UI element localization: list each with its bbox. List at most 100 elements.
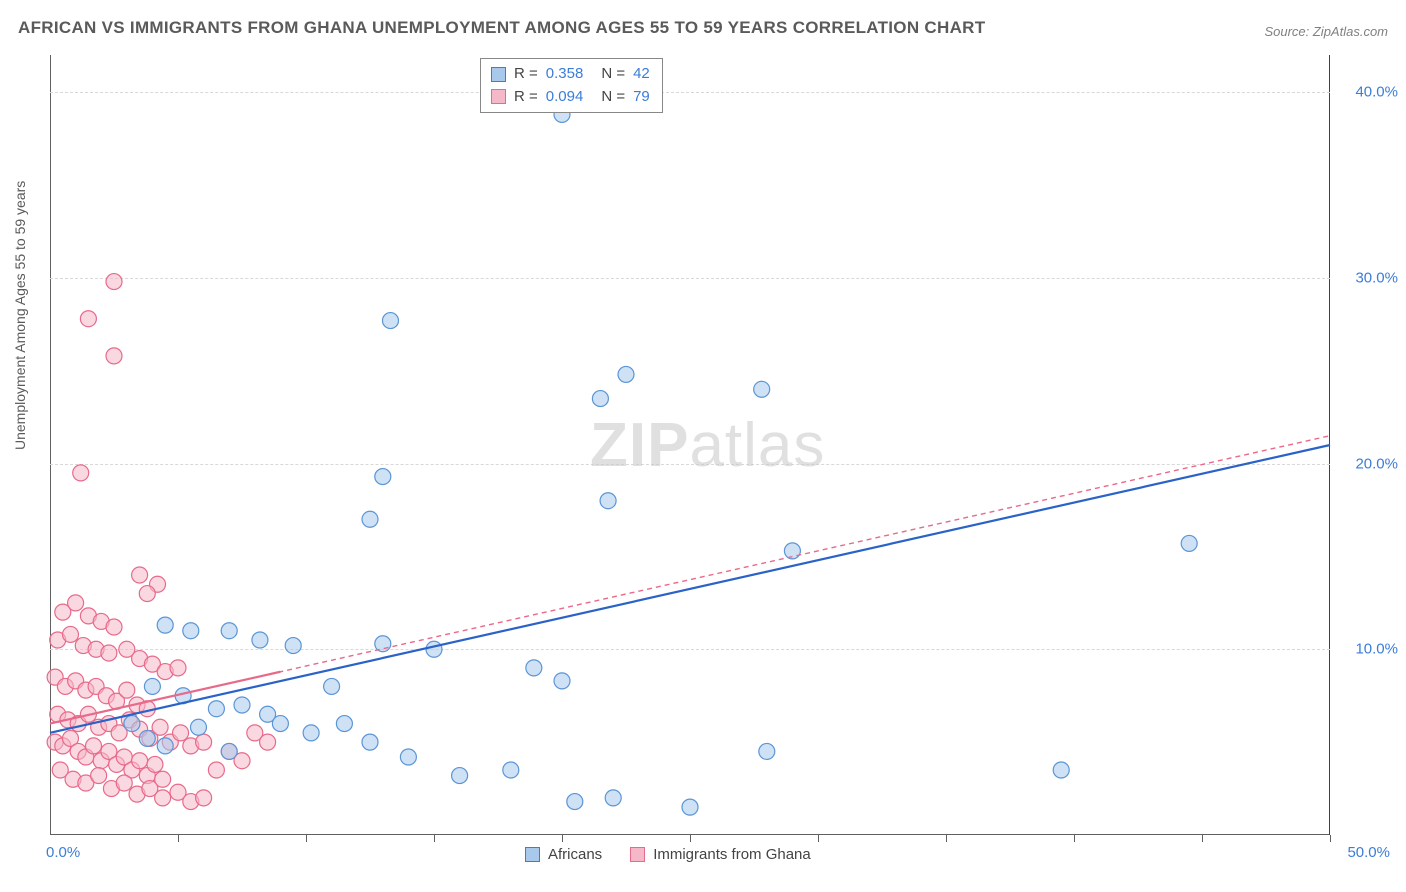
scatter-point bbox=[132, 567, 148, 583]
y-tick-label: 10.0% bbox=[1355, 641, 1398, 658]
y-tick-label: 40.0% bbox=[1355, 84, 1398, 101]
x-tick-mark bbox=[818, 835, 819, 842]
r-value-africans: 0.358 bbox=[546, 63, 584, 86]
scatter-point bbox=[452, 768, 468, 784]
scatter-point bbox=[682, 799, 698, 815]
scatter-point bbox=[183, 623, 199, 639]
source-attribution: Source: ZipAtlas.com bbox=[1264, 24, 1388, 39]
scatter-point bbox=[234, 697, 250, 713]
x-tick-max: 50.0% bbox=[1347, 844, 1390, 861]
n-value-africans: 42 bbox=[633, 63, 650, 86]
scatter-point bbox=[101, 645, 117, 661]
stats-row-ghana: R = 0.094 N = 79 bbox=[491, 86, 650, 109]
scatter-point bbox=[86, 738, 102, 754]
x-tick-mark bbox=[1330, 835, 1331, 842]
y-tick-label: 30.0% bbox=[1355, 269, 1398, 286]
legend-item-africans: Africans bbox=[525, 846, 602, 863]
scatter-point bbox=[272, 716, 288, 732]
r-label: R = bbox=[514, 86, 538, 109]
x-tick-mark bbox=[690, 835, 691, 842]
scatter-point bbox=[503, 762, 519, 778]
x-tick-mark bbox=[434, 835, 435, 842]
n-label: N = bbox=[601, 63, 625, 86]
n-value-ghana: 79 bbox=[633, 86, 650, 109]
swatch-blue-icon bbox=[525, 847, 540, 862]
scatter-point bbox=[285, 638, 301, 654]
scatter-point bbox=[155, 790, 171, 806]
scatter-point bbox=[260, 734, 276, 750]
scatter-point bbox=[190, 719, 206, 735]
scatter-point bbox=[139, 586, 155, 602]
scatter-point bbox=[80, 311, 96, 327]
scatter-point bbox=[600, 493, 616, 509]
scatter-point bbox=[208, 701, 224, 717]
scatter-point bbox=[106, 348, 122, 364]
scatter-point bbox=[382, 313, 398, 329]
scatter-point bbox=[106, 274, 122, 290]
y-axis-label: Unemployment Among Ages 55 to 59 years bbox=[12, 181, 28, 450]
swatch-pink-icon bbox=[491, 89, 506, 104]
stats-row-africans: R = 0.358 N = 42 bbox=[491, 63, 650, 86]
scatter-point bbox=[526, 660, 542, 676]
legend-item-ghana: Immigrants from Ghana bbox=[630, 846, 811, 863]
scatter-point bbox=[139, 730, 155, 746]
legend-label-ghana: Immigrants from Ghana bbox=[653, 846, 811, 863]
swatch-blue-icon bbox=[491, 67, 506, 82]
scatter-point bbox=[62, 626, 78, 642]
scatter-point bbox=[170, 660, 186, 676]
scatter-point bbox=[1181, 535, 1197, 551]
swatch-pink-icon bbox=[630, 847, 645, 862]
scatter-point bbox=[147, 756, 163, 772]
scatter-point bbox=[208, 762, 224, 778]
scatter-point bbox=[152, 719, 168, 735]
scatter-point bbox=[173, 725, 189, 741]
scatter-point bbox=[554, 673, 570, 689]
regression-line bbox=[50, 445, 1330, 733]
scatter-point bbox=[567, 794, 583, 810]
scatter-point bbox=[362, 511, 378, 527]
scatter-point bbox=[754, 381, 770, 397]
n-label: N = bbox=[601, 86, 625, 109]
scatter-point bbox=[68, 595, 84, 611]
stats-legend-box: R = 0.358 N = 42 R = 0.094 N = 79 bbox=[480, 58, 663, 113]
scatter-point bbox=[592, 391, 608, 407]
scatter-point bbox=[1053, 762, 1069, 778]
scatter-point bbox=[116, 775, 132, 791]
scatter-point bbox=[759, 743, 775, 759]
scatter-point bbox=[106, 619, 122, 635]
scatter-point bbox=[221, 743, 237, 759]
scatter-svg bbox=[50, 55, 1330, 835]
x-tick-mark bbox=[1074, 835, 1075, 842]
scatter-point bbox=[375, 469, 391, 485]
series-legend: Africans Immigrants from Ghana bbox=[525, 846, 811, 863]
scatter-point bbox=[221, 623, 237, 639]
scatter-point bbox=[252, 632, 268, 648]
scatter-point bbox=[157, 738, 173, 754]
scatter-point bbox=[324, 678, 340, 694]
scatter-point bbox=[362, 734, 378, 750]
scatter-point bbox=[618, 366, 634, 382]
scatter-point bbox=[144, 678, 160, 694]
plot-area: 10.0%20.0%30.0%40.0% ZIPatlas R = 0.358 … bbox=[50, 55, 1330, 835]
scatter-point bbox=[73, 465, 89, 481]
legend-label-africans: Africans bbox=[548, 846, 602, 863]
scatter-point bbox=[196, 790, 212, 806]
r-label: R = bbox=[514, 63, 538, 86]
x-tick-mark bbox=[562, 835, 563, 842]
chart-title: AFRICAN VS IMMIGRANTS FROM GHANA UNEMPLO… bbox=[18, 18, 985, 38]
x-tick-mark bbox=[178, 835, 179, 842]
scatter-point bbox=[119, 682, 135, 698]
x-tick-mark bbox=[306, 835, 307, 842]
scatter-point bbox=[336, 716, 352, 732]
x-tick-mark bbox=[946, 835, 947, 842]
y-tick-label: 20.0% bbox=[1355, 455, 1398, 472]
scatter-point bbox=[91, 768, 107, 784]
x-tick-mark bbox=[1202, 835, 1203, 842]
scatter-point bbox=[426, 641, 442, 657]
x-tick-zero: 0.0% bbox=[46, 844, 80, 861]
scatter-point bbox=[132, 753, 148, 769]
scatter-point bbox=[605, 790, 621, 806]
scatter-point bbox=[196, 734, 212, 750]
scatter-point bbox=[303, 725, 319, 741]
scatter-point bbox=[124, 716, 140, 732]
